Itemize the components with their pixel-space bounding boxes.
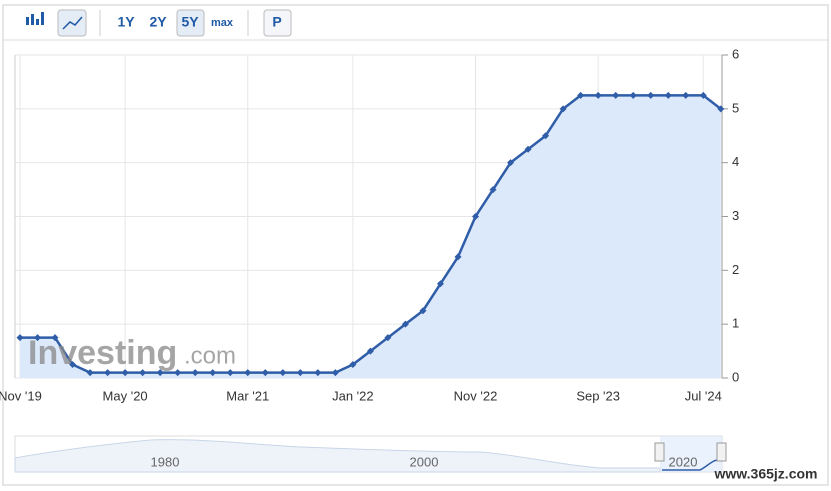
point-marker (121, 369, 129, 377)
area-fill (20, 95, 721, 378)
point-marker (261, 369, 269, 377)
navigator-handle[interactable] (654, 442, 665, 462)
range-button[interactable]: 5Y (181, 14, 199, 30)
point-marker (69, 361, 77, 369)
point-marker (699, 91, 707, 99)
active-range (176, 9, 205, 37)
point-marker (51, 334, 59, 342)
point-marker (489, 186, 497, 194)
point-marker (647, 91, 655, 99)
point-marker (279, 369, 287, 377)
y-tick-label: 1 (732, 316, 739, 331)
range-button[interactable]: 1Y (117, 14, 135, 30)
point-marker (104, 369, 112, 377)
x-tick-label: Jan '22 (332, 388, 374, 403)
point-marker (296, 369, 304, 377)
point-marker (436, 280, 444, 288)
range-button[interactable]: 2Y (149, 14, 167, 30)
point-marker (16, 334, 24, 342)
point-marker (717, 105, 725, 113)
point-marker (401, 320, 409, 328)
point-marker (86, 369, 94, 377)
range-button[interactable]: max (211, 17, 234, 29)
navigator-handle[interactable] (716, 442, 727, 462)
navigator-series (14, 439, 661, 473)
navigator-selection (660, 436, 722, 472)
mode-button[interactable]: P (272, 14, 281, 30)
point-marker (209, 369, 217, 377)
x-tick-label: Nov '19 (0, 388, 42, 403)
navigator-label: 2000 (410, 454, 439, 469)
line-chart-button[interactable] (57, 9, 87, 37)
x-tick-label: Nov '22 (454, 388, 498, 403)
bar-chart-button[interactable] (26, 12, 44, 25)
site-watermark: www.365jz.com (714, 466, 818, 482)
point-marker (384, 334, 392, 342)
point-marker (156, 369, 164, 377)
navigator-label: 2020 (669, 454, 698, 469)
watermark-brand: Investing (28, 334, 177, 372)
x-tick-label: Mar '21 (226, 388, 269, 403)
plot: Nov '19 May '20 Mar '21 Jan '22 Nov '22 Sep '… (0, 46, 739, 403)
point-marker (34, 334, 42, 342)
y-tick-label: 0 (732, 369, 739, 384)
navigator-label: 1980 (151, 454, 180, 469)
point-marker (612, 91, 620, 99)
point-marker (542, 132, 550, 140)
y-tick-label: 3 (732, 208, 739, 223)
point-marker (191, 369, 199, 377)
point-marker (507, 159, 515, 167)
point-marker (349, 361, 357, 369)
point-marker (226, 369, 234, 377)
point-marker (331, 369, 339, 377)
point-marker (174, 369, 182, 377)
watermark-suffix: .com (184, 342, 236, 369)
point-marker (524, 145, 532, 153)
point-marker (366, 347, 374, 355)
point-marker (314, 369, 322, 377)
point-marker (419, 307, 427, 315)
y-tick-label: 2 (732, 262, 739, 277)
point-marker (139, 369, 147, 377)
point-marker (594, 91, 602, 99)
point-marker (577, 91, 585, 99)
x-tick-label: Jul '24 (685, 388, 722, 403)
x-tick-label: Sep '23 (576, 388, 620, 403)
point-marker (629, 91, 637, 99)
point-marker (559, 105, 567, 113)
point-marker (682, 91, 690, 99)
mode-button-box (263, 9, 292, 37)
y-tick-label: 4 (732, 154, 739, 169)
y-tick-label: 6 (732, 46, 739, 61)
y-tick-label: 5 (732, 100, 739, 115)
point-marker (664, 91, 672, 99)
x-tick-label: May '20 (103, 388, 148, 403)
point-marker (244, 369, 252, 377)
point-marker (472, 213, 480, 220)
point-marker (454, 253, 462, 261)
